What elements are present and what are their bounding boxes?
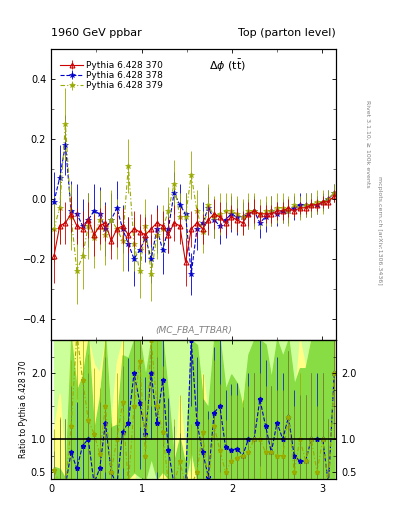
Text: 1960 GeV ppbar: 1960 GeV ppbar: [51, 28, 142, 38]
Legend: Pythia 6.428 370, Pythia 6.428 378, Pythia 6.428 379: Pythia 6.428 370, Pythia 6.428 378, Pyth…: [59, 59, 165, 92]
Text: Top (parton level): Top (parton level): [238, 28, 336, 38]
Text: (MC_FBA_TTBAR): (MC_FBA_TTBAR): [155, 325, 232, 334]
Text: Rivet 3.1.10, ≥ 100k events: Rivet 3.1.10, ≥ 100k events: [365, 99, 370, 187]
Text: mcplots.cern.ch [arXiv:1306.3436]: mcplots.cern.ch [arXiv:1306.3436]: [377, 176, 382, 285]
Text: $\Delta\phi$ (t$\bar{\rm t}$): $\Delta\phi$ (t$\bar{\rm t}$): [209, 57, 246, 74]
Y-axis label: Ratio to Pythia 6.428 370: Ratio to Pythia 6.428 370: [19, 360, 28, 458]
